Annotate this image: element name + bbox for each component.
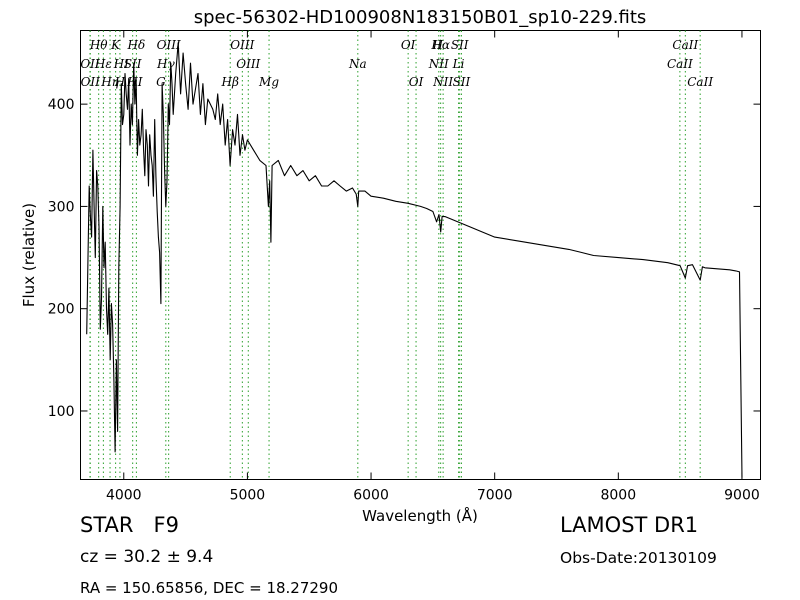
object-class: STAR F9 — [80, 513, 179, 537]
spectrum-line — [86, 42, 743, 478]
marker-label: Hθ — [89, 38, 108, 52]
marker-label: OII — [80, 57, 100, 71]
redshift-value: cz = 30.2 ± 9.4 — [80, 547, 214, 567]
y-axis-label: Flux (relative) — [20, 203, 38, 307]
marker-label: H — [432, 38, 444, 52]
marker-label: Hα — [430, 38, 450, 52]
marker-label: H — [114, 75, 126, 89]
x-tick-label: 9000 — [724, 488, 760, 504]
marker-label: OIII — [236, 57, 260, 71]
marker-label: OIII — [230, 38, 254, 52]
object-type: STAR — [80, 513, 134, 537]
x-tick-label: 6000 — [353, 488, 389, 504]
emission-line-markers — [89, 30, 701, 480]
marker-label: NII — [428, 57, 449, 71]
y-tick-label: 200 — [48, 302, 75, 318]
marker-label: Mg — [258, 75, 279, 89]
marker-label: Hη — [100, 75, 119, 89]
marker-label: Na — [348, 57, 367, 71]
x-tick-label: 8000 — [600, 488, 636, 504]
marker-label: G — [156, 75, 166, 89]
marker-label: Li — [452, 57, 465, 71]
marker-label: Hβ — [221, 75, 239, 89]
chart-title: spec-56302-HD100908N183150B01_sp10-229.f… — [194, 7, 647, 28]
x-tick-label: 5000 — [230, 488, 266, 504]
x-tick-label: 7000 — [477, 488, 513, 504]
y-tick-label: 100 — [48, 404, 75, 420]
y-tick-label: 400 — [48, 97, 75, 113]
marker-label: OIII — [157, 38, 181, 52]
plot-frame — [80, 30, 761, 480]
marker-label: Hδ — [127, 38, 146, 52]
marker-label: OII — [81, 75, 101, 89]
axis-ticks: 4000 5000 6000 7000 8000 9000 100 200 300 400 — [48, 30, 761, 504]
marker-label: Hε — [94, 57, 112, 71]
y-tick-label: 300 — [48, 199, 75, 215]
marker-label: OI — [409, 75, 424, 89]
marker-label: SII — [124, 57, 142, 71]
marker-label: CaII — [672, 38, 698, 52]
marker-label: K — [110, 38, 121, 52]
marker-label: SII — [451, 38, 469, 52]
survey-name: LAMOST DR1 — [560, 513, 699, 537]
coordinates: RA = 150.65856, DEC = 18.27290 — [80, 579, 339, 597]
observation-date: Obs-Date:20130109 — [560, 549, 717, 567]
marker-label: CaII — [667, 57, 693, 71]
marker-label: HI — [113, 57, 129, 71]
x-axis-label: Wavelength (Å) — [362, 506, 478, 525]
marker-label: Hγ — [156, 57, 175, 71]
marker-label: CaII — [687, 75, 713, 89]
x-tick-label: 4000 — [106, 488, 142, 504]
marker-label: NII — [432, 75, 453, 89]
marker-label: OI — [401, 38, 416, 52]
marker-label: SII — [453, 75, 471, 89]
object-subclass: F9 — [153, 513, 179, 537]
